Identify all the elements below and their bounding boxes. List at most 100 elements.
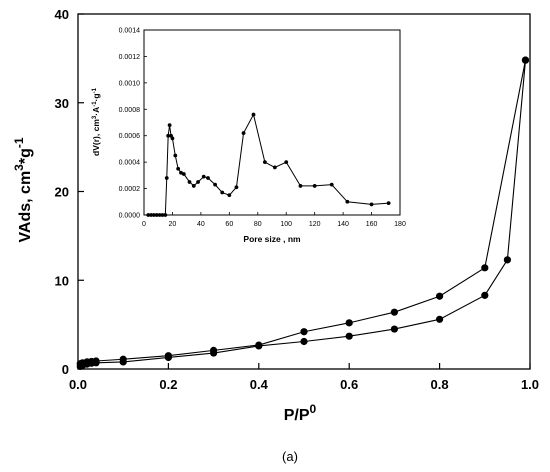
inset-y-axis-title: dV(r), cm3·A-1·g-1 (91, 87, 101, 156)
inset-x-tick-label: 60 (225, 221, 233, 228)
inset-data-point (220, 190, 225, 195)
inset-data-point (179, 170, 183, 175)
inset-data-point (241, 131, 246, 135)
data-point (481, 264, 489, 272)
inset-data-point (345, 199, 350, 204)
inset-x-tick-label: 40 (197, 221, 205, 228)
inset-data-point (154, 213, 159, 217)
data-point (390, 308, 398, 316)
inset-data-point (386, 201, 391, 206)
inset-y-tick-label: 0.0006 (119, 133, 141, 140)
y-tick-label: 30 (55, 96, 69, 111)
inset-data-point (191, 184, 196, 188)
data-point (481, 291, 489, 299)
inset-y-title-text: dV(r), cm (91, 119, 101, 156)
inset-data-point (149, 213, 154, 217)
inset-data-point (146, 213, 151, 217)
inset-data-point (298, 184, 303, 188)
inset-y-title-mid2: ·g (91, 93, 101, 101)
y-axis-title-text: VAds, cm (17, 171, 34, 243)
x-axis-title: P/P0 (284, 402, 317, 424)
x-axis-title-text: P/P (284, 407, 310, 424)
x-tick-label: 0.4 (250, 377, 269, 392)
inset-y-title-sup3: -1 (92, 87, 98, 93)
inset-y-tick-label: 0.0004 (119, 160, 141, 167)
inset-data-point (163, 213, 168, 217)
inset-data-point (196, 180, 200, 184)
inset-data-point (166, 133, 171, 138)
inset-data-point (181, 172, 186, 176)
inset-y-tick-label: 0.0010 (119, 80, 141, 87)
data-point (345, 319, 353, 327)
inset-x-tick-label: 20 (169, 221, 177, 228)
x-tick-label: 1.0 (521, 377, 539, 392)
inset-plot-frame (143, 29, 401, 216)
inset-x-tick-label: 100 (280, 221, 292, 228)
y-tick-label: 20 (55, 185, 69, 200)
y-axis-title: VAds, cm3*g-1 (12, 137, 34, 242)
inset-data-point (173, 153, 178, 158)
inset-x-tick-label: 140 (337, 221, 349, 228)
data-point (436, 292, 444, 300)
y-axis-title-sup2: -1 (12, 137, 26, 148)
inset-y-title-mid: ·A (91, 107, 101, 116)
inset-data-point (312, 184, 317, 188)
inset-data-point (227, 193, 232, 198)
inset-data-point (369, 202, 374, 207)
inset-data-point (213, 182, 218, 187)
inset-y-tick-label: 0.0008 (119, 107, 141, 114)
caption: (a) (282, 449, 298, 464)
inset-data-point (251, 112, 256, 117)
data-point (164, 352, 172, 360)
inset-y-tick-label: 0.0002 (119, 186, 141, 193)
data-point (76, 360, 84, 368)
inset-data-point (170, 136, 175, 141)
data-point (255, 341, 263, 349)
inset-data-point (160, 213, 165, 217)
inset-y-tick-label: 0.0014 (119, 28, 141, 35)
inset-y-tick-label: 0.0000 (119, 213, 141, 220)
inset-y-tick-label: 0.0012 (119, 54, 141, 61)
inset-data-point (272, 165, 277, 170)
inset-data-point (329, 182, 334, 187)
inset-data-point (176, 166, 181, 171)
inset-y-title-sup: 3 (92, 115, 98, 119)
data-point (503, 256, 511, 264)
y-tick-label: 0 (62, 362, 69, 377)
x-tick-label: 0.8 (431, 377, 449, 392)
inset-data-point (262, 160, 267, 165)
y-axis-title-mid: *g (17, 148, 34, 164)
inset-data-point (157, 213, 162, 217)
inset-x-tick-label: 180 (394, 221, 406, 228)
data-point (345, 332, 353, 340)
x-tick-label: 0.0 (69, 377, 87, 392)
inset-data-point (201, 174, 206, 179)
inset-data-point (206, 176, 210, 180)
inset-x-tick-label: 0 (142, 221, 146, 228)
inset-y-title-sup2: -1 (92, 101, 98, 107)
data-point (210, 346, 218, 354)
data-point (300, 328, 308, 336)
inset-data-point (284, 160, 289, 165)
inset-data-point (234, 185, 239, 190)
x-tick-label: 0.2 (159, 377, 177, 392)
y-axis-title-sup: 3 (12, 164, 26, 171)
x-tick-label: 0.6 (340, 377, 358, 392)
inset-chart: 0 20 40 60 80 100 120 140 160 180 0.0000 0.0002 0.00… (91, 28, 406, 245)
data-point (119, 355, 127, 363)
inset-x-tick-label: 160 (366, 221, 378, 228)
inset-data-point (187, 180, 192, 184)
y-tick-label: 10 (55, 273, 69, 288)
inset-x-tick-label: 120 (309, 221, 321, 228)
data-point (521, 56, 530, 64)
data-point (390, 325, 398, 333)
x-axis-title-sup: 0 (310, 402, 317, 416)
y-tick-label: 40 (55, 7, 69, 22)
inset-data-point (164, 176, 169, 180)
data-point (436, 315, 444, 323)
inset-x-axis-title: Pore size , nm (243, 234, 301, 244)
inset-data-point (167, 123, 172, 128)
inset-data-point (152, 213, 156, 217)
